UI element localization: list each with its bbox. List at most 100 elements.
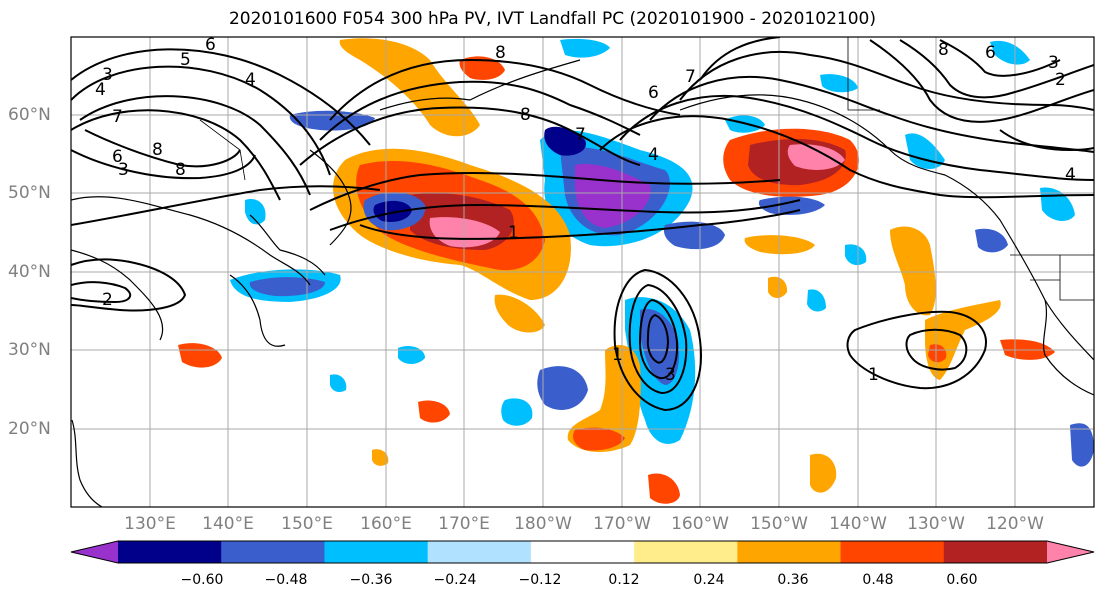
pv-positive-area [178, 343, 222, 368]
contour-label: 1 [508, 223, 519, 243]
contour-label: 6 [112, 147, 123, 167]
lon-label: 140°W [829, 514, 887, 534]
pv-positive-area [768, 276, 788, 298]
pv-positive-core [787, 144, 845, 170]
pv-positive-area [418, 400, 450, 423]
pv-positive-area [925, 300, 1001, 380]
pv-negative-area [905, 133, 945, 169]
pv-negative-area [663, 221, 725, 250]
lat-label-60n: 60°N [8, 105, 51, 125]
pv-negative-area [537, 366, 588, 410]
pv-positive-area [459, 56, 505, 80]
lat-label-30n: 30°N [8, 340, 51, 360]
lon-label: 120°W [986, 514, 1044, 534]
contour-label: 4 [95, 80, 106, 100]
contour-label: 8 [175, 160, 186, 180]
colorbar [70, 540, 1095, 564]
colorbar-outline [70, 540, 1095, 564]
colorbar-segment [118, 541, 222, 563]
map-plot-area: 6 5 4 3 4 7 6 8 8 2 1 8 7 4 6 3 8 7 1 3 … [71, 35, 1094, 507]
pv-negative-area [330, 374, 347, 393]
pv-shading [178, 38, 1094, 504]
colorbar-tick-label: 0.48 [862, 572, 894, 588]
pv-positive-area [744, 235, 815, 255]
colorbar-segment [221, 541, 325, 563]
pv-negative-area [758, 196, 825, 215]
lon-label: 160°W [671, 514, 729, 534]
contour-label: 6 [205, 35, 216, 55]
colorbar-tick-label: 0.60 [946, 572, 978, 588]
contour-label: 7 [112, 107, 123, 127]
pv-negative-area [990, 40, 1030, 65]
contour-label: 6 [985, 43, 996, 63]
colorbar-tick-label: −0.12 [518, 572, 562, 588]
pv-negative-area [560, 38, 610, 58]
contour-label: 3 [665, 365, 676, 385]
pv-positive-area [494, 294, 545, 333]
colorbar-tick-label: −0.48 [264, 572, 308, 588]
pv-negative-area [398, 346, 425, 364]
colorbar-segment [634, 541, 738, 563]
contour-label: 4 [1065, 165, 1076, 185]
contour-label: 4 [648, 145, 659, 165]
colorbar-segment [840, 541, 945, 563]
lat-label-50n: 50°N [8, 183, 51, 203]
contour-label: 2 [1055, 70, 1066, 90]
contour-label: 5 [180, 50, 191, 70]
pv-positive-core [573, 427, 625, 451]
contour-label: 7 [575, 125, 586, 145]
lat-label-40n: 40°N [8, 262, 51, 282]
contour-label: 8 [938, 40, 949, 60]
pv-negative-area [975, 228, 1008, 253]
lon-label: 150°W [750, 514, 808, 534]
contour-labels: 6 5 4 3 4 7 6 8 8 2 1 8 7 4 6 3 8 7 1 3 … [95, 35, 1076, 385]
colorbar-segment [737, 541, 842, 563]
contour-label: 8 [520, 105, 531, 125]
pv-positive-area [648, 473, 680, 504]
pv-positive-area [372, 449, 389, 466]
contour-label: 1 [868, 365, 879, 385]
lon-label: 170°W [593, 514, 651, 534]
contour-label: 2 [102, 290, 113, 310]
contour-label: 3 [1048, 53, 1059, 73]
lon-label: 130°E [124, 514, 176, 534]
pv-negative-area [245, 199, 266, 225]
colorbar-segment [71, 541, 118, 563]
pv-negative-core [373, 200, 412, 222]
colorbar-segment [427, 541, 532, 563]
contour-label: 8 [152, 140, 163, 160]
contour-label: 8 [495, 43, 506, 63]
colorbar-tick-label: 0.24 [693, 572, 725, 588]
colorbar-tick-label: 0.12 [608, 572, 640, 588]
lon-label: 140°E [202, 514, 254, 534]
colorbar-tick-label: 0.36 [777, 572, 809, 588]
colorbar-tick-label: −0.60 [180, 572, 224, 588]
pv-negative-area [1070, 423, 1094, 467]
pv-positive-core [928, 344, 947, 363]
lon-label: 170°E [438, 514, 490, 534]
colorbar-segment [530, 541, 635, 563]
map-title: 2020101600 F054 300 hPa PV, IVT Landfall… [228, 9, 876, 29]
colorbar-tick-label: −0.24 [433, 572, 477, 588]
contour-label: 4 [245, 70, 256, 90]
lat-label-20n: 20°N [8, 419, 51, 439]
ivt-contours [71, 37, 1094, 412]
contour-label: 6 [648, 83, 659, 103]
contour-label: 3 [118, 160, 129, 180]
colorbar-segment [324, 541, 429, 563]
contour-label: 1 [612, 345, 623, 365]
pv-negative-area [845, 244, 867, 266]
pv-negative-area [249, 277, 325, 297]
map-border [70, 36, 1095, 508]
pv-negative-area [807, 289, 826, 312]
pv-negative-area [501, 398, 533, 426]
colorbar-tick-label: −0.36 [349, 572, 393, 588]
pv-positive-area [890, 226, 936, 316]
colorbar-segment [1047, 541, 1094, 563]
contour-label: 3 [102, 65, 113, 85]
colorbar-segment [943, 541, 1048, 563]
lon-label: 160°E [360, 514, 412, 534]
pv-positive-area [810, 453, 837, 493]
graticule [71, 37, 1094, 507]
